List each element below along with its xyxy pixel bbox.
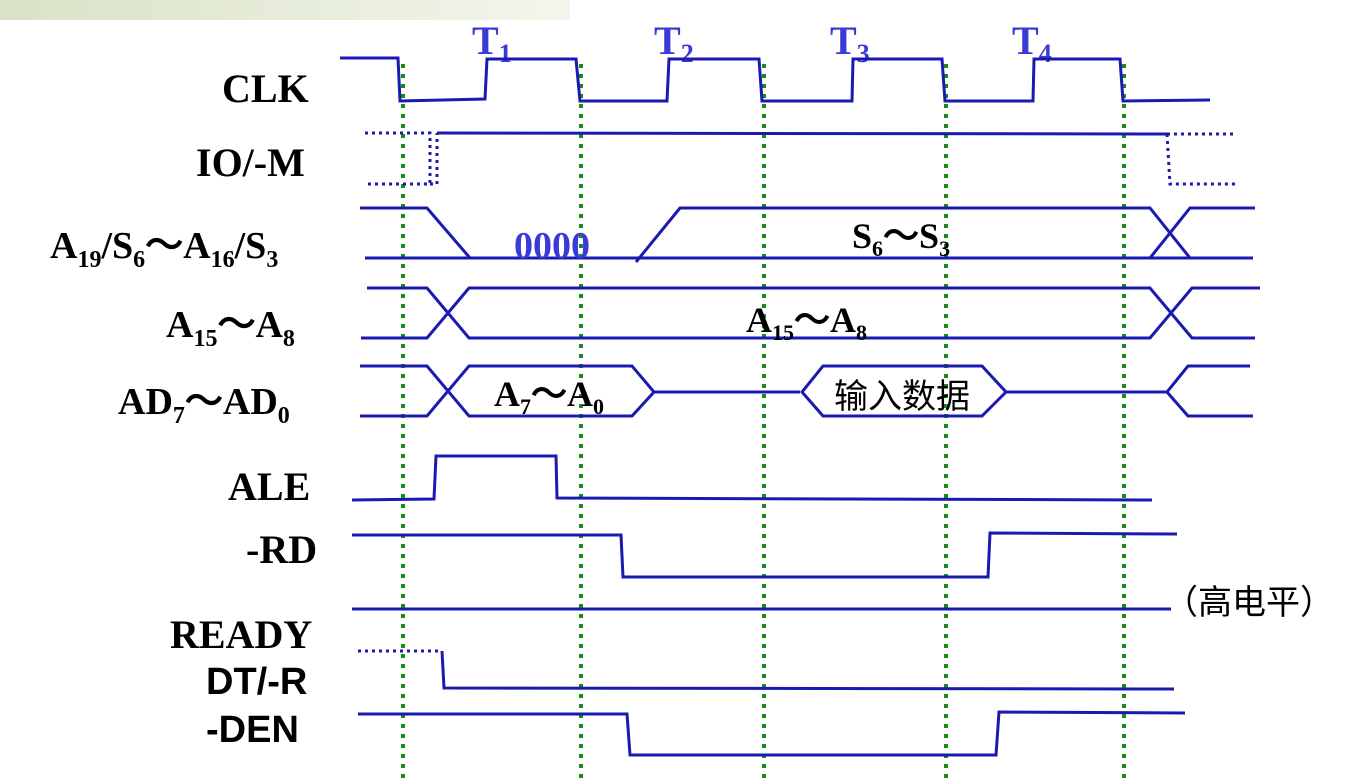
signal-labels: CLK IO/-M A19/S6～A16/S3 A15～A8 AD7～AD0 A… [50,66,317,751]
t2-text: T [654,18,681,63]
ad-line-c [1006,364,1250,394]
dt-r-low [440,650,1175,691]
addr-mid-label: A15～A8 [166,304,295,352]
io-m-wave [365,131,1237,186]
header-strip [0,0,570,20]
t3-label: T3 [830,18,870,68]
status-value-text: S6～S3 [852,216,950,261]
input-data-text: 输入数据 [834,377,970,417]
addr-mid-line-b [361,286,1255,340]
dt-r-wave [358,649,1175,691]
t4-label: T4 [1012,18,1052,68]
addr-mid-value-text: A15～A8 [746,300,867,345]
addr-status-label: A19/S6～A16/S3 [50,225,278,273]
t-state-labels: T1 T2 T3 T4 [472,18,1052,68]
t4-text: T [1012,18,1039,63]
io-m-high [436,131,1168,136]
addr-status-wave [360,206,1255,263]
ad-line-d [1165,391,1253,418]
clock-edge-markers [401,64,1126,780]
den-wave [358,710,1186,757]
dt-r-label: DT/-R [206,661,307,703]
clk-wave [340,56,1211,103]
io-m-undefined-left [365,131,432,186]
clk-label: CLK [222,66,309,111]
t1-text: T [472,18,499,63]
t1-label: T1 [472,18,512,68]
ready-label: READY [170,612,312,657]
io-m-label: IO/-M [196,140,305,185]
ale-wave [351,454,1153,502]
t3-text: T [830,18,857,63]
addr-data-wave [360,364,1253,418]
addr-status-cross-right [1148,206,1255,259]
status-zero-text: 0000 [514,225,590,267]
t2-label: T2 [654,18,694,68]
io-m-undefined-right-low [1165,133,1237,186]
rd-wave [352,531,1178,579]
ready-level-note: （高电平） [1164,583,1334,623]
rd-label: -RD [246,527,317,572]
addr-mid-line-a [367,286,1260,340]
ale-label: ALE [228,464,310,509]
addr-low-value-text: A7～A0 [494,374,604,419]
den-label: -DEN [206,709,299,751]
io-m-transition-left [430,133,439,186]
addr-mid-wave [361,286,1260,340]
ad-line-b [360,364,656,418]
addr-status-fall [360,206,472,259]
addr-data-label: AD7～AD0 [118,381,290,429]
ad-line-a [360,364,800,418]
